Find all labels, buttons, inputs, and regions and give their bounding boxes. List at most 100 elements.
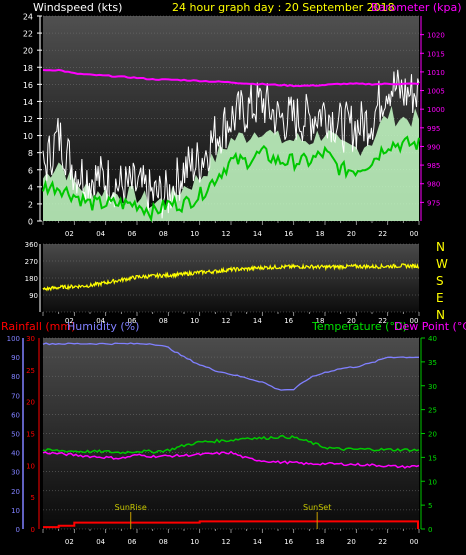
climate-x-tick-label: 04 xyxy=(96,538,105,546)
sunset-label: SunSet xyxy=(303,503,331,512)
rainfall-tick-label: 0 xyxy=(31,526,35,534)
direction-panel-bg xyxy=(43,244,419,312)
wind-direction-line xyxy=(42,262,420,292)
wind-x-tick-label: 12 xyxy=(222,230,231,238)
direction-x-tick-label: 00 xyxy=(410,317,419,325)
windspeed-axis-title: Windspeed (kts) xyxy=(33,1,122,14)
direction-x-tick-label: 22 xyxy=(378,317,387,325)
wind-tick-label: 2 xyxy=(28,200,33,209)
wind-tick-label: 4 xyxy=(28,183,33,192)
wind-tick-label: 22 xyxy=(23,30,33,39)
barometer-tick-label: 990 xyxy=(427,143,440,151)
humidity-line xyxy=(42,342,419,391)
humidity-tick-label: 10 xyxy=(11,507,20,515)
temperature-tick-label: 20 xyxy=(428,431,437,439)
barometer-tick-label: 975 xyxy=(427,199,440,207)
barometer-tick-label: 1010 xyxy=(427,69,445,77)
wind-x-tick-label: 22 xyxy=(378,230,387,238)
wind-tick-label: 24 xyxy=(23,13,33,22)
direction-marks xyxy=(42,262,420,292)
barometer-tick-label: 1020 xyxy=(427,32,445,40)
wind-tick-label: 0 xyxy=(28,218,33,227)
compass-letter-e: E xyxy=(436,291,444,305)
climate-x-tick-label: 00 xyxy=(410,538,419,546)
climate-panel-bg xyxy=(43,338,419,529)
wind-x-tick-label: 08 xyxy=(159,230,168,238)
direction-tick-label: 180 xyxy=(25,275,38,283)
wind-x-tick-label: 10 xyxy=(190,230,199,238)
climate-x-tick-label: 02 xyxy=(65,538,74,546)
rainfall-tick-label: 25 xyxy=(26,367,35,375)
direction-x-tick-label: 02 xyxy=(65,317,74,325)
rainfall-axis-title: Rainfall (mm) xyxy=(1,320,75,333)
wind-tick-label: 8 xyxy=(28,149,33,158)
rainfall-tick-label: 10 xyxy=(26,462,35,470)
temperature-tick-label: 10 xyxy=(428,478,437,486)
wind-x-tick-label: 20 xyxy=(347,230,356,238)
direction-x-tick-label: 14 xyxy=(253,317,262,325)
barometer-axis-title: Barometer (kpa) xyxy=(371,1,462,14)
direction-x-tick-label: 18 xyxy=(316,317,325,325)
temperature-tick-label: 40 xyxy=(428,335,437,343)
compass-letter-w: W xyxy=(436,257,448,271)
rainfall-line xyxy=(43,520,419,529)
rainfall-tick-label: 5 xyxy=(31,494,35,502)
temperature-tick-label: 35 xyxy=(428,359,437,367)
direction-tick-label: 360 xyxy=(25,241,38,249)
direction-x-tick-label: 12 xyxy=(222,317,231,325)
climate-x-tick-label: 12 xyxy=(222,538,231,546)
humidity-tick-label: 80 xyxy=(11,373,20,381)
direction-x-tick-label: 04 xyxy=(96,317,105,325)
barometer-tick-label: 985 xyxy=(427,162,440,170)
climate-x-tick-label: 16 xyxy=(284,538,293,546)
barometer-tick-label: 1015 xyxy=(427,50,445,58)
direction-x-tick-label: 16 xyxy=(284,317,293,325)
wind-average-line xyxy=(42,135,420,223)
barometer-tick-label: 995 xyxy=(427,125,440,133)
barometer-line xyxy=(42,68,420,88)
dewpoint-line xyxy=(42,450,420,469)
wind-tick-label: 16 xyxy=(23,81,33,90)
axis-tick-labels: 0246810121416182022249759809859909951000… xyxy=(7,13,445,547)
direction-x-tick-label: 20 xyxy=(347,317,356,325)
temperature-tick-label: 25 xyxy=(428,407,437,415)
wind-tick-label: 18 xyxy=(23,64,33,73)
humidity-tick-label: 40 xyxy=(11,450,20,458)
wind-x-tick-label: 06 xyxy=(128,230,137,238)
wind-speed-area xyxy=(43,105,419,221)
compass-letter-s: S xyxy=(436,274,444,288)
climate-x-tick-label: 10 xyxy=(190,538,199,546)
temperature-tick-label: 30 xyxy=(428,383,437,391)
climate-marks: SunRise SunSet xyxy=(42,342,420,529)
wind-tick-label: 10 xyxy=(23,132,33,141)
barometer-tick-label: 1000 xyxy=(427,106,445,114)
wind-gust-line xyxy=(42,69,420,219)
wind-tick-label: 12 xyxy=(23,115,33,124)
humidity-tick-label: 90 xyxy=(11,354,20,362)
humidity-tick-label: 100 xyxy=(7,335,20,343)
chart-title: 24 hour graph day : 20 September 2018 xyxy=(172,1,395,14)
temperature-axis-title: Temperature (°C) xyxy=(311,320,407,333)
wind-tick-label: 6 xyxy=(28,166,33,175)
humidity-tick-label: 50 xyxy=(11,431,20,439)
rainfall-tick-label: 30 xyxy=(26,335,35,343)
direction-tick-label: 90 xyxy=(29,292,38,300)
barometer-tick-label: 980 xyxy=(427,181,440,189)
wind-tick-label: 14 xyxy=(23,98,33,107)
climate-x-tick-label: 06 xyxy=(128,538,137,546)
direction-x-tick-label: 10 xyxy=(190,317,199,325)
humidity-tick-label: 60 xyxy=(11,411,20,419)
wind-x-tick-label: 18 xyxy=(316,230,325,238)
rainfall-tick-label: 15 xyxy=(26,431,35,439)
dewpoint-axis-title: Dew Point (°C) xyxy=(394,320,466,333)
climate-x-tick-label: 08 xyxy=(159,538,168,546)
compass-letter-n-top: N xyxy=(436,240,445,254)
direction-x-tick-label: 08 xyxy=(159,317,168,325)
humidity-tick-label: 0 xyxy=(16,526,20,534)
barometer-tick-label: 1005 xyxy=(427,88,445,96)
temperature-tick-label: 0 xyxy=(428,526,432,534)
temperature-tick-label: 15 xyxy=(428,454,437,462)
sunrise-label: SunRise xyxy=(115,503,147,512)
